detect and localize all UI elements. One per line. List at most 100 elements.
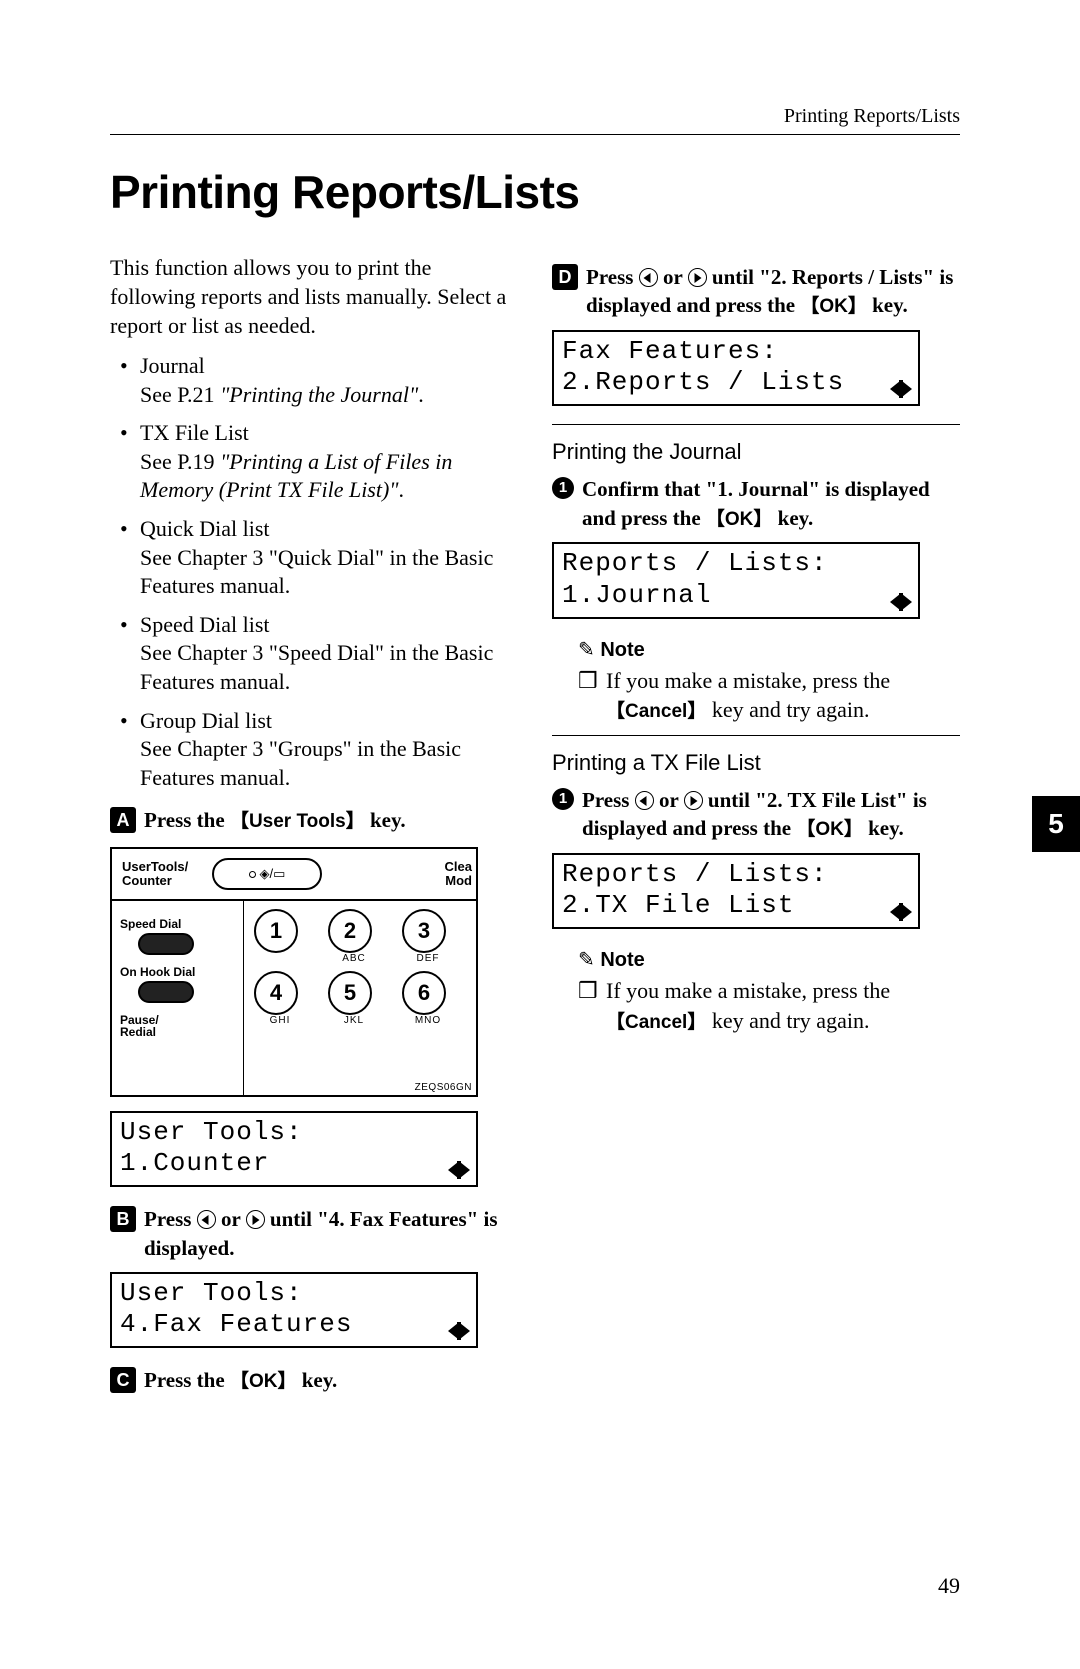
keypad-illustration: UserTools/ Counter ◈/▭ Clea Mod Speed Di… <box>110 847 478 1097</box>
list-item: Quick Dial list See Chapter 3 "Quick Dia… <box>120 515 518 601</box>
item-ref: See Chapter 3 "Speed Dial" in the Basic … <box>140 640 493 694</box>
lcd-line2: 1.Counter <box>120 1148 468 1179</box>
substep-text: key. <box>863 816 904 840</box>
step-d: D Press or until "2. Reports / Lists" is… <box>552 263 960 320</box>
step-text: Press <box>144 1207 197 1231</box>
key-cancel: Cancel <box>606 701 706 722</box>
speed-dial-button-icon <box>138 933 194 955</box>
letters: GHI <box>250 1015 310 1026</box>
right-arrow-icon <box>688 268 707 287</box>
usertools-button-icon: ◈/▭ <box>212 858 322 890</box>
ut-label-l2: Counter <box>122 873 172 888</box>
left-right-arrows-icon <box>890 380 912 398</box>
key-1: 1 <box>250 909 310 965</box>
note-body: If you make a mistake, press the Cancel … <box>578 976 960 1035</box>
step-text: Press <box>586 265 639 289</box>
on-hook-label: On Hook Dial <box>120 965 235 979</box>
lcd-line1: Fax Features: <box>562 336 910 367</box>
note-heading: Note <box>578 947 960 972</box>
key-user-tools: User Tools <box>230 811 365 832</box>
step-text: Press the <box>144 1368 230 1392</box>
lcd-line2: 2.Reports / Lists <box>562 367 910 398</box>
step-text: or <box>216 1207 246 1231</box>
digit: 6 <box>402 971 446 1015</box>
page-number: 49 <box>938 1573 960 1599</box>
substep-text: Press <box>582 788 635 812</box>
key-4: 4GHI <box>250 971 310 1027</box>
clear-modes-label: Clea Mod <box>445 860 476 887</box>
substep-badge: 1 <box>552 788 574 810</box>
dot-icon <box>249 871 256 878</box>
redial-label: Redial <box>120 1025 235 1039</box>
lcd-line2: 1.Journal <box>562 580 910 611</box>
letters: ABC <box>324 953 384 964</box>
step-badge: C <box>110 1367 136 1393</box>
speed-dial-label: Speed Dial <box>120 917 235 931</box>
step-text: key. <box>867 293 908 317</box>
letters: JKL <box>324 1015 384 1026</box>
key-cancel: Cancel <box>606 1012 706 1033</box>
key-ok: OK <box>230 1371 297 1392</box>
substep-badge: 1 <box>552 477 574 499</box>
list-item: Journal See P.21 "Printing the Journal". <box>120 352 518 409</box>
page-title: Printing Reports/Lists <box>110 165 960 219</box>
left-arrow-icon <box>197 1210 216 1229</box>
report-list: Journal See P.21 "Printing the Journal".… <box>120 352 518 792</box>
step-c: C Press the OK key. <box>110 1366 518 1395</box>
step-badge: A <box>110 807 136 833</box>
top-rule <box>110 134 960 135</box>
note-text: key and try again. <box>706 697 869 722</box>
digit: 5 <box>328 971 372 1015</box>
lcd-line1: Reports / Lists: <box>562 548 910 579</box>
keypad-top: UserTools/ Counter ◈/▭ Clea Mod <box>112 849 476 901</box>
note-body: If you make a mistake, press the Cancel … <box>578 666 960 725</box>
item-ref: See P.21 <box>140 382 220 407</box>
lcd-line1: Reports / Lists: <box>562 859 910 890</box>
keypad-body: Speed Dial On Hook Dial Pause/ Redial 1 … <box>112 901 476 1097</box>
step-badge: B <box>110 1206 136 1232</box>
item-ref: See Chapter 3 "Quick Dial" in the Basic … <box>140 545 493 599</box>
right-column: D Press or until "2. Reports / Lists" is… <box>552 253 960 1405</box>
lcd-reports-txfile: Reports / Lists: 2.TX File List <box>552 853 920 929</box>
figure-code: ZEQS06GN <box>415 1082 472 1093</box>
letters: MNO <box>398 1015 458 1026</box>
lcd-user-tools-fax: User Tools: 4.Fax Features <box>110 1272 478 1348</box>
note-text: key and try again. <box>706 1008 869 1033</box>
right-arrow-icon <box>246 1210 265 1229</box>
left-arrow-icon <box>639 268 658 287</box>
lcd-line1: User Tools: <box>120 1278 468 1309</box>
key-ok: OK <box>706 509 773 530</box>
key-ok: OK <box>796 819 863 840</box>
journal-substep: 1 Confirm that "1. Journal" is displayed… <box>552 475 960 532</box>
lcd-fax-reports: Fax Features: 2.Reports / Lists <box>552 330 920 406</box>
item-ref: See P.19 <box>140 449 220 474</box>
item-ref: See Chapter 3 "Groups" in the Basic Feat… <box>140 736 461 790</box>
note-text: If you make a mistake, press the <box>606 668 890 693</box>
running-head: Printing Reports/Lists <box>110 105 960 134</box>
digit: 2 <box>328 909 372 953</box>
right-arrow-icon <box>684 791 703 810</box>
lcd-user-tools-counter: User Tools: 1.Counter <box>110 1111 478 1187</box>
page: Printing Reports/Lists Printing Reports/… <box>110 105 960 1405</box>
txfile-heading: Printing a TX File List <box>552 750 960 776</box>
keypad-grid: 1 2ABC 3DEF 4GHI 5JKL 6MNO <box>244 901 476 1097</box>
left-column: This function allows you to print the fo… <box>110 253 518 1405</box>
digit: 1 <box>254 909 298 953</box>
lcd-reports-journal: Reports / Lists: 1.Journal <box>552 542 920 618</box>
on-hook-button-icon <box>138 981 194 1003</box>
key-ok: OK <box>800 296 867 317</box>
substep-text: or <box>654 788 684 812</box>
left-right-arrows-icon <box>448 1161 470 1179</box>
item-name: TX File List <box>140 420 249 445</box>
diamond-icon: ◈/▭ <box>260 866 286 882</box>
list-item: Group Dial list See Chapter 3 "Groups" i… <box>120 707 518 793</box>
step-text: key. <box>365 808 406 832</box>
substep-text: key. <box>772 506 813 530</box>
intro-text: This function allows you to print the fo… <box>110 253 518 340</box>
step-badge: D <box>552 264 578 290</box>
item-ref-post: . <box>418 382 424 407</box>
item-ref-italic: "Printing the Journal" <box>220 382 418 407</box>
usertools-label: UserTools/ Counter <box>112 860 212 887</box>
key-5: 5JKL <box>324 971 384 1027</box>
note-heading: Note <box>578 637 960 662</box>
